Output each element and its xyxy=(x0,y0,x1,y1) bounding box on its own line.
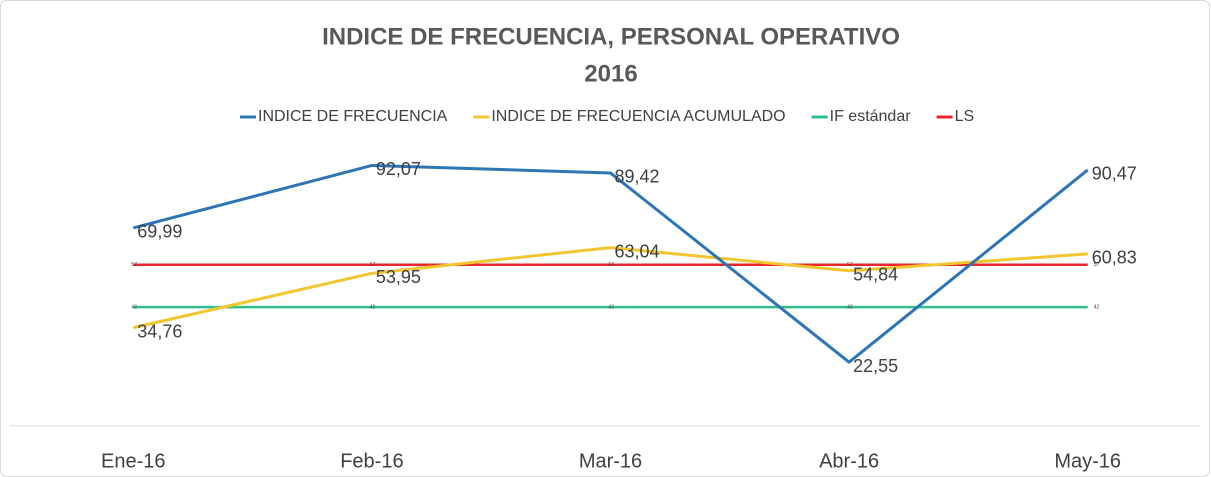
x-tick-label: May-16 xyxy=(1054,450,1121,472)
data-label: 89,42 xyxy=(615,167,660,187)
series-line xyxy=(132,163,1089,364)
x-tick-label: Ene-16 xyxy=(101,450,166,472)
data-label: 90,47 xyxy=(1092,164,1137,184)
x-tick-label: Mar-16 xyxy=(579,450,642,472)
data-label: 69,99 xyxy=(137,222,182,242)
x-tick-label: Feb-16 xyxy=(340,450,403,472)
data-label: 42 xyxy=(370,304,376,310)
legend-label: INDICE DE FRECUENCIA ACUMULADO xyxy=(491,108,785,125)
data-label: 57 xyxy=(847,262,853,268)
x-tick-label: Abr-16 xyxy=(819,450,879,472)
data-label: 42 xyxy=(131,304,137,310)
data-label: 57 xyxy=(131,262,137,268)
chart-title: INDICE DE FRECUENCIA, PERSONAL OPERATIVO xyxy=(322,23,900,50)
series-line xyxy=(132,246,1088,330)
data-label: 42 xyxy=(609,304,615,310)
data-label: 54,84 xyxy=(853,265,898,285)
data-label: 34,76 xyxy=(137,321,182,341)
data-label: 22,55 xyxy=(853,356,898,376)
data-label: 57 xyxy=(1094,262,1100,268)
data-label: 42 xyxy=(847,304,853,310)
data-label: 57 xyxy=(609,262,615,268)
chart-subtitle: 2016 xyxy=(584,60,637,87)
data-label: 60,83 xyxy=(1092,248,1137,268)
data-label: 92,07 xyxy=(376,159,421,179)
data-label: 42 xyxy=(1094,304,1100,310)
legend-label: LS xyxy=(955,108,975,125)
data-label: 63,04 xyxy=(615,241,660,261)
data-label: 53,95 xyxy=(376,267,421,287)
legend-label: INDICE DE FRECUENCIA xyxy=(258,108,448,125)
data-label: 57 xyxy=(370,262,376,268)
legend-label: IF estándar xyxy=(830,108,912,125)
